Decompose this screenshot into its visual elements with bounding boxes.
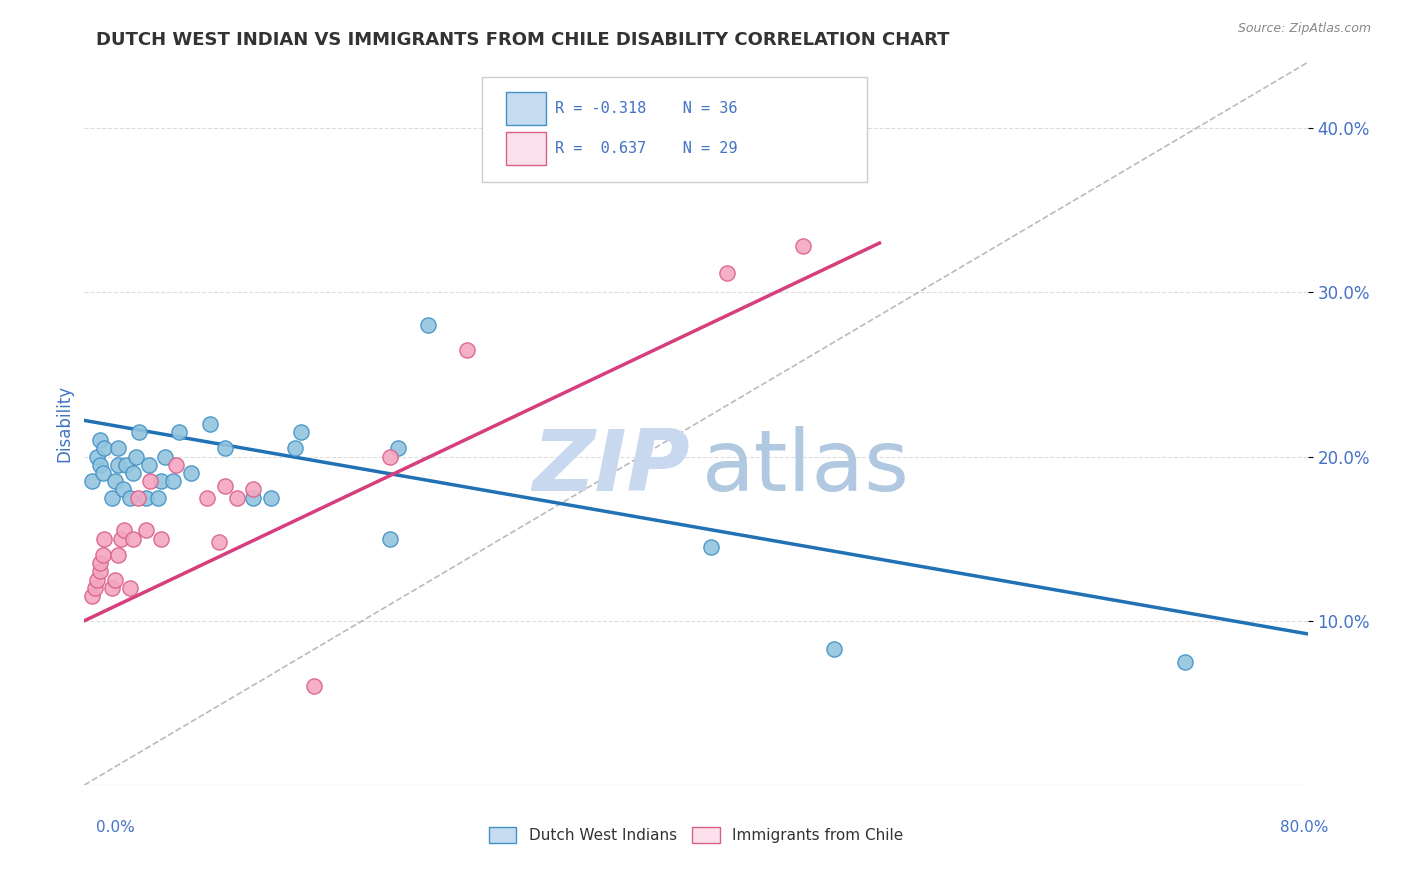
- Point: [214, 479, 236, 493]
- Point: [80, 474, 103, 488]
- Point: [135, 524, 157, 538]
- Point: [716, 266, 738, 280]
- Point: [242, 491, 264, 505]
- Point: [149, 532, 172, 546]
- Point: [89, 433, 111, 447]
- Point: [195, 491, 218, 505]
- Point: [387, 442, 409, 456]
- Point: [91, 548, 114, 562]
- Text: 80.0%: 80.0%: [1281, 821, 1329, 835]
- Point: [165, 458, 187, 472]
- Point: [149, 474, 172, 488]
- Point: [380, 450, 402, 464]
- Point: [110, 532, 132, 546]
- Point: [80, 589, 103, 603]
- Point: [104, 573, 127, 587]
- Point: [112, 524, 135, 538]
- Point: [107, 548, 129, 562]
- Point: [86, 450, 108, 464]
- Point: [208, 535, 231, 549]
- Point: [418, 318, 440, 333]
- Point: [122, 532, 145, 546]
- Point: [127, 491, 149, 505]
- FancyBboxPatch shape: [482, 77, 868, 182]
- Legend: Dutch West Indians, Immigrants from Chile: Dutch West Indians, Immigrants from Chil…: [482, 822, 910, 849]
- Point: [823, 641, 845, 656]
- Y-axis label: Disability: Disability: [55, 385, 73, 462]
- Point: [89, 565, 111, 579]
- Text: 0.0%: 0.0%: [96, 821, 135, 835]
- Point: [380, 532, 402, 546]
- Text: ZIP: ZIP: [533, 425, 690, 508]
- Text: Source: ZipAtlas.com: Source: ZipAtlas.com: [1237, 22, 1371, 36]
- Point: [284, 442, 307, 456]
- Point: [120, 581, 142, 595]
- Point: [290, 425, 312, 439]
- FancyBboxPatch shape: [506, 132, 546, 165]
- Point: [242, 483, 264, 497]
- Point: [107, 458, 129, 472]
- Point: [107, 442, 129, 456]
- Point: [101, 491, 124, 505]
- Point: [93, 532, 115, 546]
- Point: [91, 466, 114, 480]
- Text: R =  0.637    N = 29: R = 0.637 N = 29: [555, 141, 738, 156]
- Point: [89, 458, 111, 472]
- Point: [456, 343, 478, 357]
- Point: [93, 442, 115, 456]
- Point: [122, 466, 145, 480]
- Point: [180, 466, 202, 480]
- Text: atlas: atlas: [702, 425, 910, 508]
- Point: [214, 442, 236, 456]
- Point: [155, 450, 177, 464]
- Point: [260, 491, 283, 505]
- Point: [84, 581, 107, 595]
- Point: [101, 581, 124, 595]
- Point: [700, 540, 723, 554]
- Point: [792, 239, 814, 253]
- Point: [120, 491, 142, 505]
- Point: [128, 425, 150, 439]
- Point: [89, 556, 111, 570]
- Point: [86, 573, 108, 587]
- FancyBboxPatch shape: [506, 92, 546, 125]
- Text: DUTCH WEST INDIAN VS IMMIGRANTS FROM CHILE DISABILITY CORRELATION CHART: DUTCH WEST INDIAN VS IMMIGRANTS FROM CHI…: [96, 31, 949, 49]
- Point: [125, 450, 148, 464]
- Point: [146, 491, 169, 505]
- Text: R = -0.318    N = 36: R = -0.318 N = 36: [555, 101, 738, 116]
- Point: [198, 417, 221, 431]
- Point: [114, 458, 136, 472]
- Point: [111, 483, 134, 497]
- Point: [167, 425, 190, 439]
- Point: [139, 474, 162, 488]
- Point: [162, 474, 184, 488]
- Point: [302, 680, 325, 694]
- Point: [138, 458, 160, 472]
- Point: [104, 474, 127, 488]
- Point: [1174, 655, 1197, 669]
- Point: [226, 491, 249, 505]
- Point: [135, 491, 157, 505]
